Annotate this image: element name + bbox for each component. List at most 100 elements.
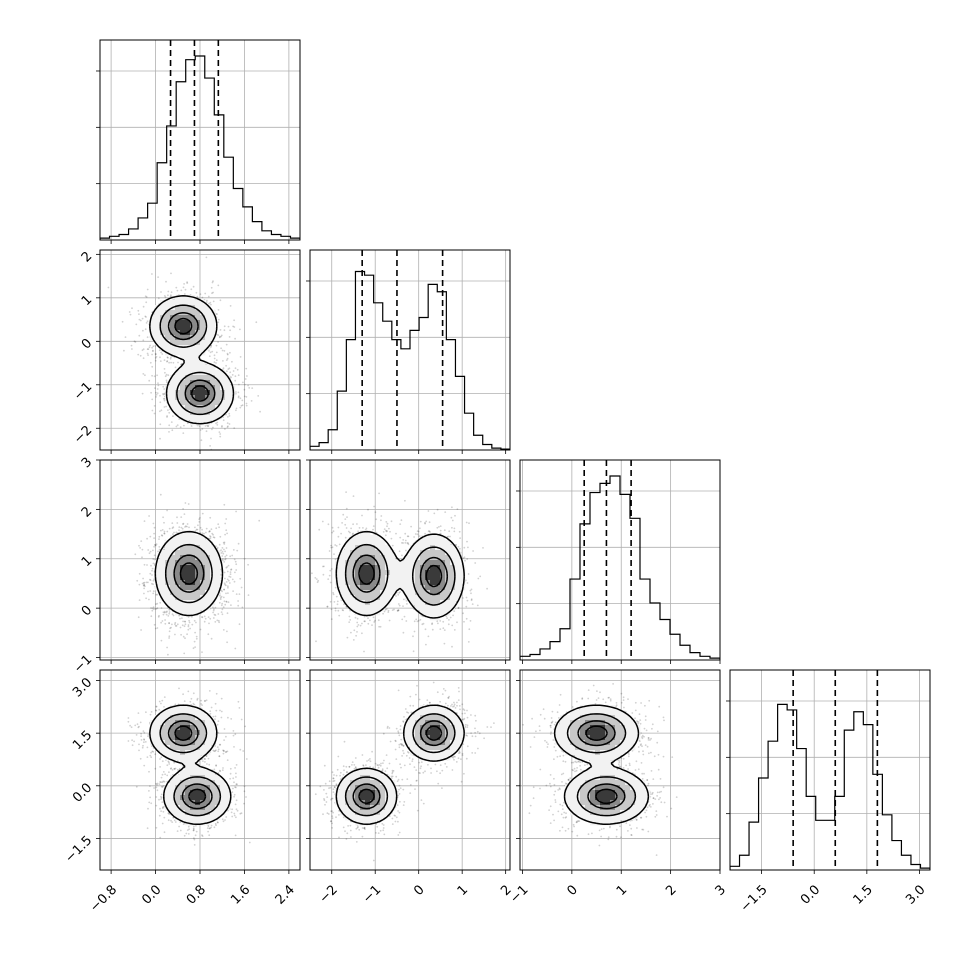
density-cell — [200, 360, 206, 366]
density-cell — [200, 315, 206, 321]
density-cell — [165, 585, 171, 591]
sample-point — [450, 516, 453, 519]
density-cell — [165, 310, 171, 316]
density-cell — [200, 410, 206, 416]
histogram-step-1 — [310, 270, 510, 450]
sample-point — [387, 609, 390, 612]
sample-point — [221, 547, 224, 549]
density-cell — [205, 370, 211, 376]
density-cell — [180, 550, 186, 556]
density-cell — [165, 305, 171, 311]
sample-point — [151, 365, 154, 368]
sample-point — [128, 311, 131, 313]
sample-point — [201, 528, 204, 531]
sample-point — [151, 273, 153, 275]
sample-point — [195, 291, 198, 294]
sample-point — [348, 621, 351, 623]
density-cell — [195, 415, 201, 421]
sample-point — [334, 609, 337, 612]
sample-point — [145, 301, 148, 304]
sample-point — [209, 445, 212, 447]
sample-point — [129, 313, 132, 316]
joint-panel-2-1 — [309, 459, 511, 661]
sample-point — [201, 616, 203, 618]
density-cell — [170, 595, 176, 601]
sample-point — [220, 589, 223, 592]
density-cell — [215, 580, 221, 586]
diag-frame-3 — [729, 669, 931, 871]
density-cell — [185, 545, 191, 551]
density-cell — [195, 350, 201, 356]
sample-point — [213, 354, 216, 357]
diag-panel-0 — [96, 39, 301, 241]
sample-point — [227, 579, 230, 582]
sample-point — [395, 595, 397, 597]
sample-point — [187, 625, 190, 628]
density-cell — [200, 340, 206, 346]
sample-point — [404, 532, 407, 535]
sample-point — [356, 631, 358, 633]
sample-point — [159, 601, 162, 604]
sample-point — [169, 466, 171, 468]
density-cell — [205, 310, 211, 316]
sample-point — [235, 510, 238, 513]
sample-point — [153, 554, 156, 557]
sample-point — [237, 395, 240, 398]
sample-point — [162, 548, 165, 551]
density-cell — [185, 340, 191, 346]
density-cell — [200, 345, 206, 351]
sample-point — [210, 344, 212, 347]
sample-point — [197, 524, 199, 527]
sample-point — [384, 534, 387, 537]
sample-point — [140, 540, 143, 542]
sample-point — [235, 569, 238, 571]
sample-point — [165, 613, 168, 616]
sample-point — [201, 616, 204, 619]
sample-point — [225, 566, 228, 569]
density-cell — [165, 550, 171, 556]
sample-point — [149, 578, 151, 581]
density-cell — [170, 345, 176, 351]
sample-point — [240, 404, 243, 407]
density-cell — [190, 560, 196, 566]
density-cell — [175, 555, 181, 561]
sample-point — [216, 424, 219, 426]
sample-point — [178, 418, 181, 420]
sample-point — [160, 529, 162, 532]
sample-point — [248, 387, 251, 389]
sample-point — [218, 335, 221, 338]
sample-point — [159, 394, 161, 397]
contour-level-0 — [149, 295, 235, 425]
density-cell — [155, 565, 161, 571]
density-cell — [195, 610, 201, 616]
density-cell — [190, 370, 196, 376]
sample-point — [152, 562, 155, 565]
density-cell — [165, 330, 171, 336]
sample-point — [163, 388, 166, 390]
density-cell — [210, 555, 216, 561]
density-cell — [200, 585, 206, 591]
sample-point — [405, 549, 407, 552]
sample-point — [190, 425, 193, 427]
density-cell — [180, 365, 186, 371]
density-cell — [190, 375, 196, 381]
sample-point — [448, 619, 450, 621]
sample-point — [447, 623, 450, 626]
density-cell — [190, 315, 196, 321]
density-cell — [170, 335, 176, 341]
sample-point — [464, 559, 466, 562]
sample-point — [238, 383, 240, 386]
density-cell — [175, 550, 181, 556]
sample-point — [165, 405, 168, 408]
density-cell — [155, 580, 161, 586]
sample-point — [178, 529, 180, 532]
sample-point — [315, 640, 317, 643]
sample-point — [196, 295, 199, 298]
density-cell — [175, 575, 181, 581]
density-cell — [170, 560, 176, 566]
sample-point — [375, 518, 378, 521]
sample-point — [152, 579, 155, 582]
density-cell — [175, 535, 181, 541]
sample-point — [245, 367, 248, 370]
density-cell — [220, 370, 226, 376]
